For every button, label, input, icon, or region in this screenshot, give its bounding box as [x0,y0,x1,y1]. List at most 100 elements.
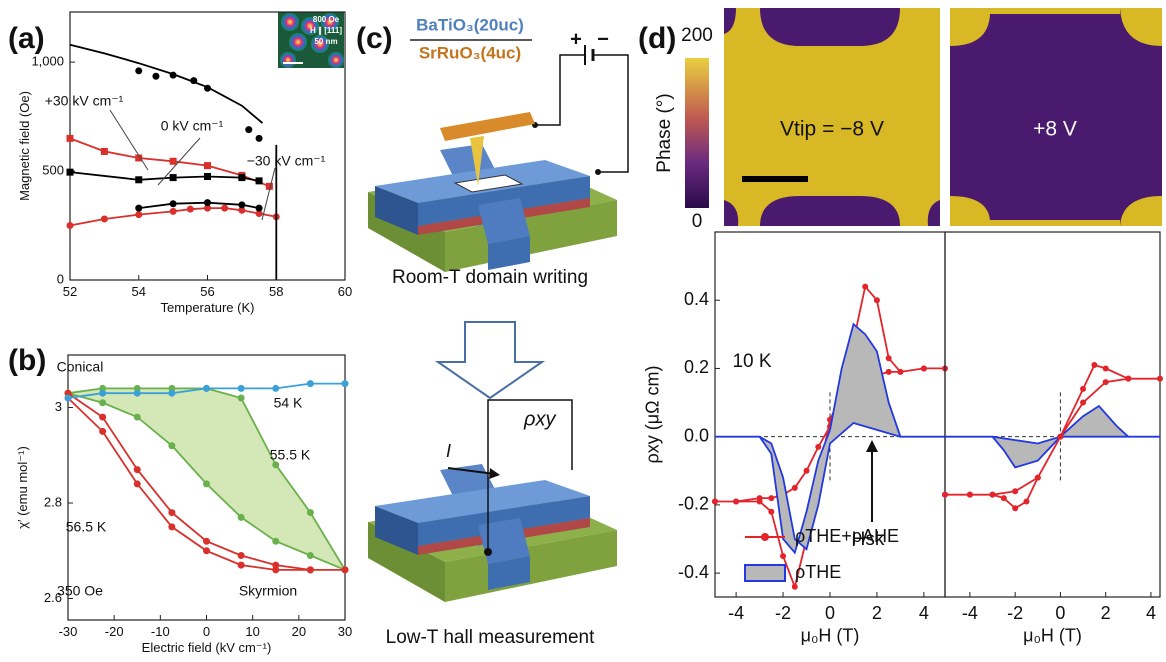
x-tick-label: 20 [292,624,306,639]
y-axis-label: ρxy (μΩ cm) [643,365,663,463]
marker [792,584,798,590]
skyrmion [280,52,296,68]
image-label: Vtip = −8 V [780,118,884,141]
marker [190,77,197,84]
marker [307,552,314,559]
marker [168,523,175,530]
marker [65,394,72,401]
marker [135,67,142,74]
colorbar-tick-label: 0 [692,211,703,232]
marker [256,205,263,212]
marker [862,284,868,290]
x-axis-label: μ₀H (T) [1023,625,1082,645]
marker [342,380,349,387]
marker [152,73,159,80]
legend-swatch [761,533,769,541]
marker [204,162,211,169]
y-axis-label: Magnetic field (Oe) [17,91,32,201]
marker [170,200,177,207]
x-tick-label: 60 [338,284,352,299]
x-tick-label: 4 [919,603,929,623]
colorbar [685,58,709,208]
polarity: − [597,28,609,50]
marker [272,566,279,573]
x-tick-label: 0 [1055,603,1065,623]
panel-label: (c) [356,22,393,55]
marker [1012,488,1018,494]
layer-label: SrRuO₃(4uc) [419,43,521,62]
marker [67,222,74,229]
marker [1080,400,1086,406]
annotation: −30 kV cm⁻¹ [247,153,326,169]
y-tick-label: -0.2 [678,494,709,514]
marker [203,547,210,554]
skyrmion [281,13,299,31]
marker [733,498,739,504]
marker [256,135,263,142]
chart: -0.4-0.20.00.20.4-4-2024μ₀H (T)ρxy (μΩ c… [643,232,948,645]
marker [1001,495,1007,501]
marker [272,385,279,392]
annotation: 350 Oe [57,583,103,599]
y-tick-label: 0.0 [684,425,709,445]
x-axis-label: Temperature (K) [161,300,255,315]
contact [595,169,601,175]
annotation: 10 K [732,351,771,372]
colorbar-label: Phase (°) [654,93,675,172]
wire [593,55,628,172]
marker [886,369,892,375]
panel-label: (d) [638,22,676,55]
marker [168,509,175,516]
annotation-arrow [110,110,148,170]
annotation: Skyrmion [239,583,297,599]
x-tick-label: 2 [872,603,882,623]
marker [342,566,349,573]
x-tick-label: 0 [203,624,210,639]
marker [135,205,142,212]
marker [1035,475,1041,481]
inset-label: 50 nm [314,37,337,46]
marker [134,414,141,421]
y-axis-label: χ′ (emu mol⁻¹) [15,446,30,529]
marker [238,385,245,392]
x-tick-label: 0 [825,603,835,623]
current-label: I [446,441,451,461]
marker [792,485,798,491]
legend-swatch [745,565,785,581]
marker [272,538,279,545]
marker [1103,365,1109,371]
series-line [70,172,259,181]
marker [134,390,141,397]
marker [874,297,880,303]
skyrmion [289,33,307,51]
marker [135,211,142,218]
annotation: +30 kV cm⁻¹ [45,93,124,109]
marker [221,205,228,212]
step-label: Room-T domain writing [392,267,588,288]
marker [101,215,108,222]
marker [1012,505,1018,511]
marker [307,380,314,387]
marker [203,538,210,545]
marker [804,468,810,474]
x-tick-label: -4 [962,603,978,623]
x-tick-label: 58 [269,284,283,299]
annotation: 55.5 K [270,447,311,463]
marker [1125,376,1131,382]
marker [757,498,763,504]
marker [170,208,177,215]
marker [204,199,211,206]
marker [168,442,175,449]
contact [484,548,492,556]
x-axis-label: μ₀H (T) [801,625,860,645]
figure: (a) (b) (c) (d) BaTiO₃(20uc) SrRuO₃(4uc)… [0,0,1166,662]
marker [238,552,245,559]
panel-label: (b) [8,344,46,377]
y-tick-label: 0.4 [684,289,709,309]
inset-label: 800 Oe [313,15,340,24]
series-line [70,45,263,123]
voltage-label: ρxy [523,408,556,430]
annotation: 56.5 K [66,519,107,535]
x-tick-label: 10 [245,624,259,639]
